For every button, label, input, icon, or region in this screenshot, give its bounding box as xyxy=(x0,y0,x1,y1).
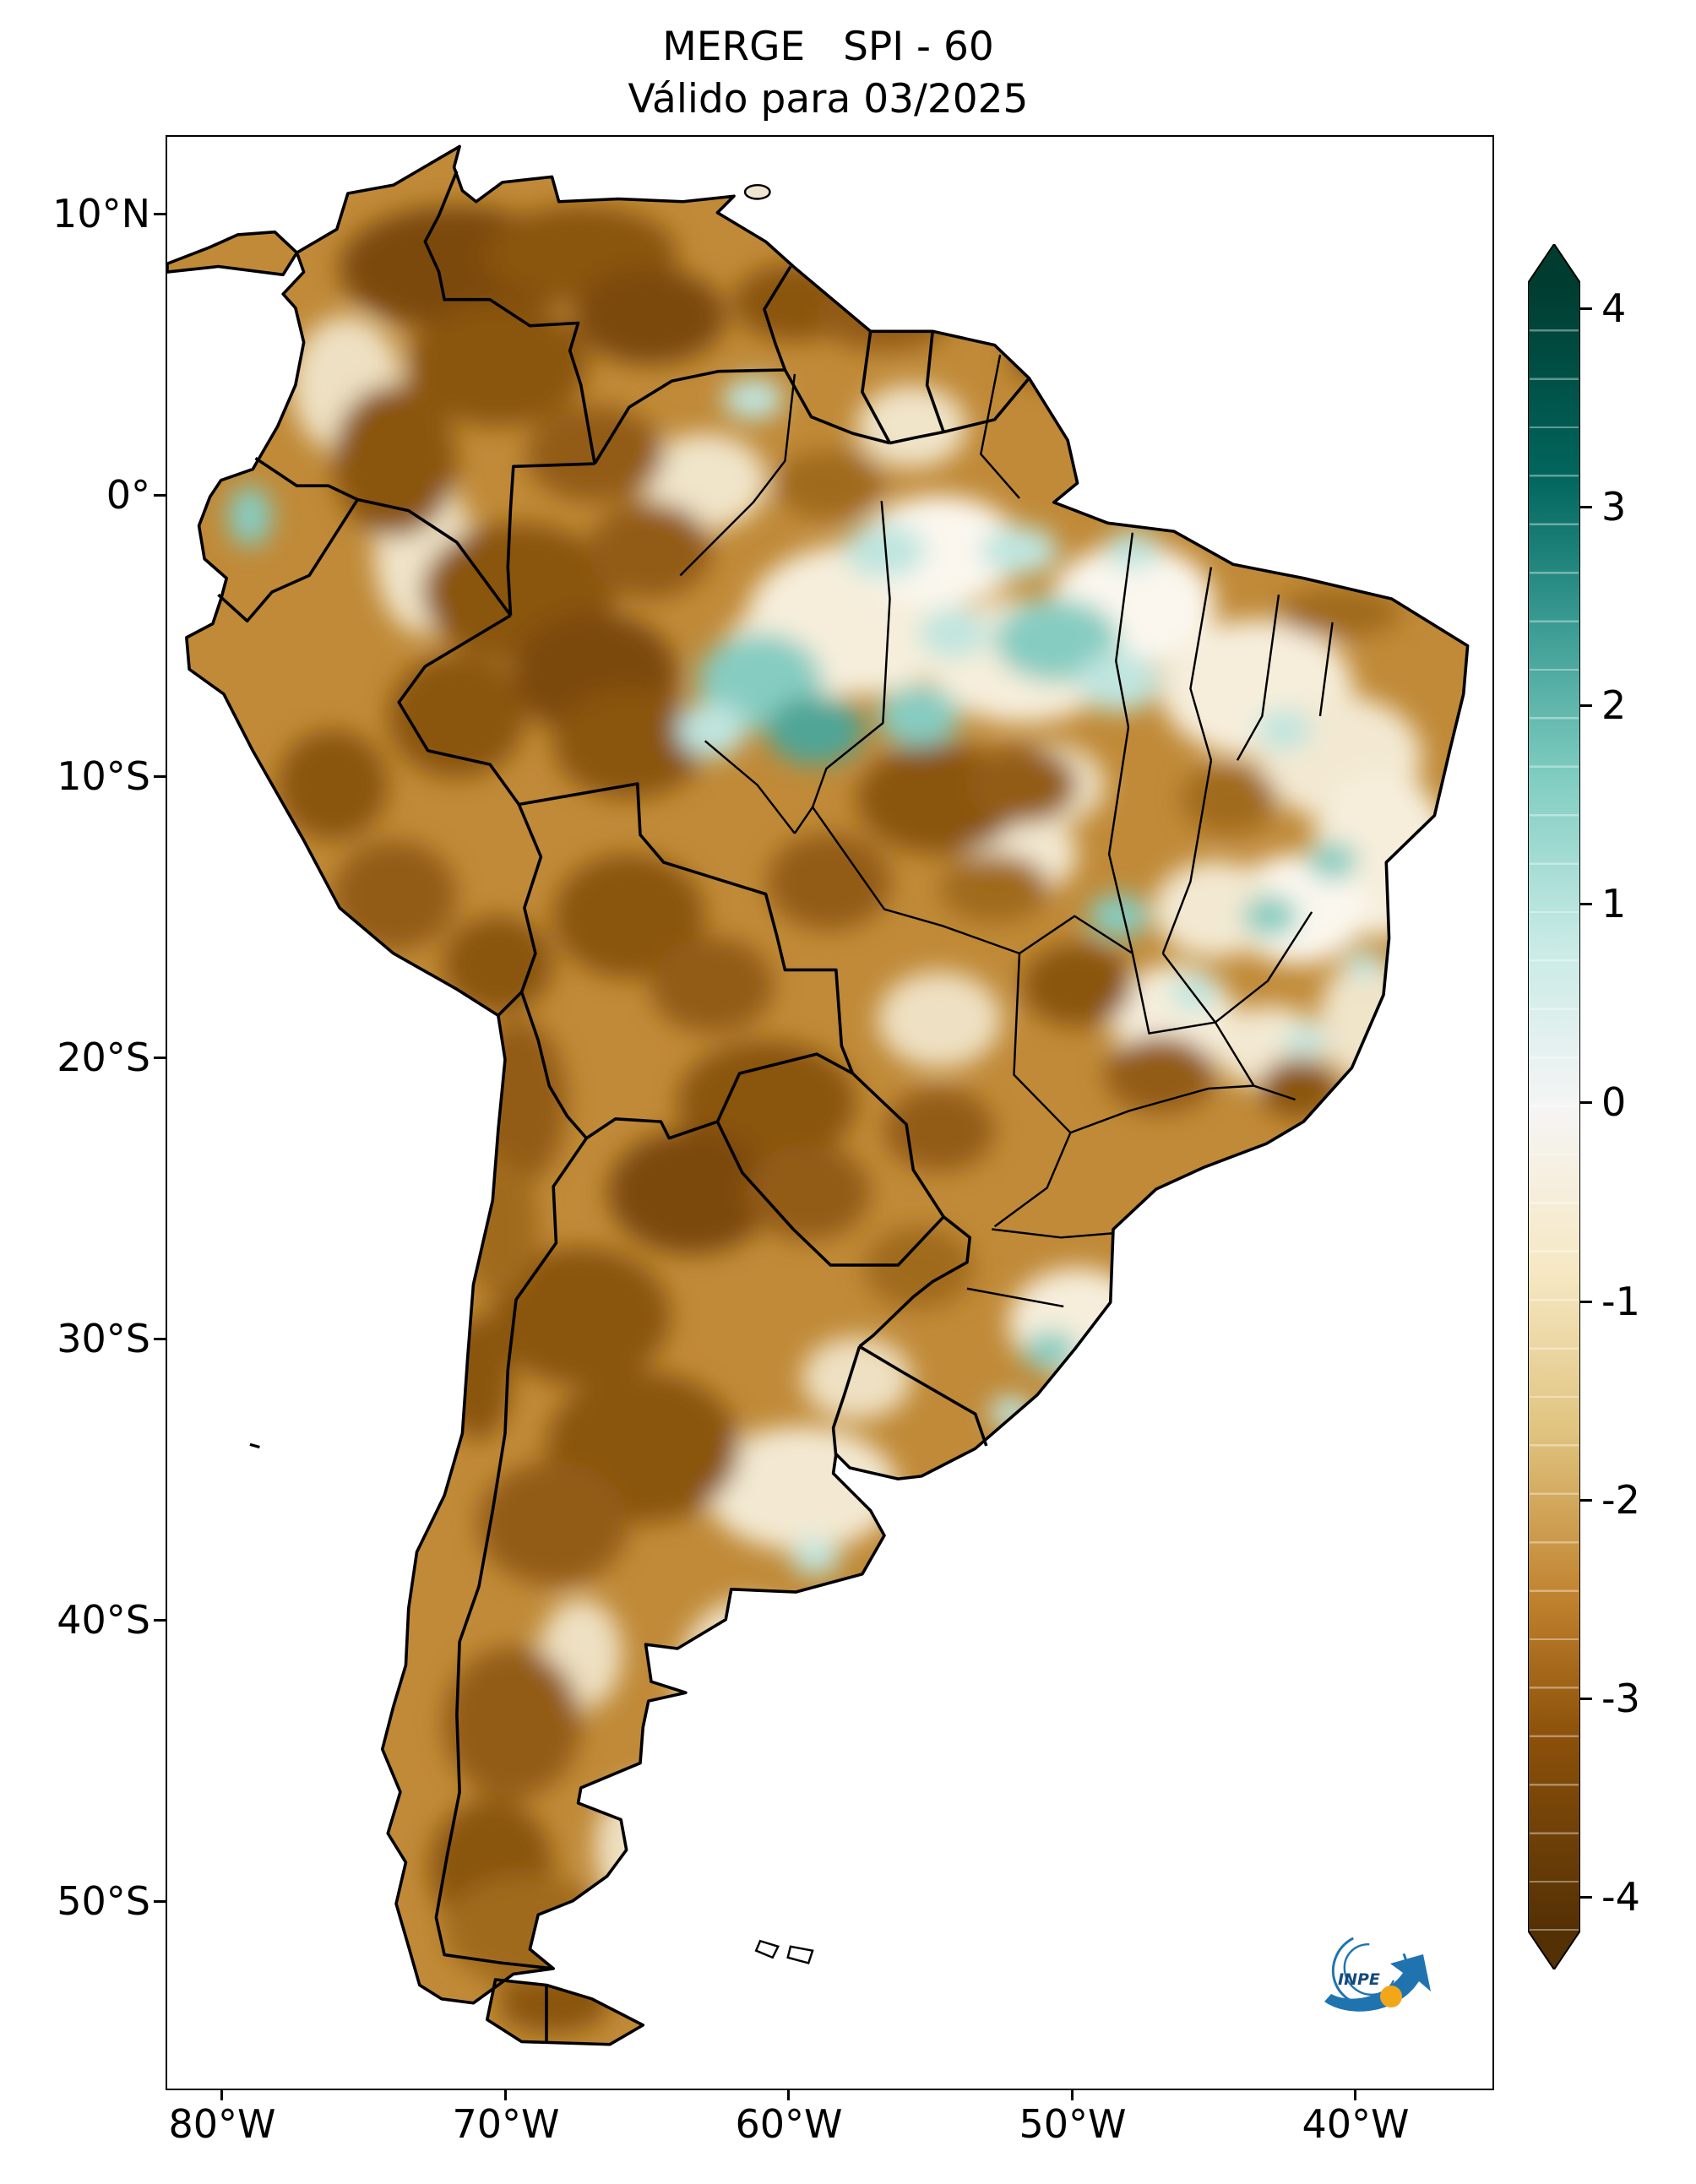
x-axis-tick xyxy=(787,2089,790,2100)
chart-title: MERGE SPI - 60 xyxy=(662,24,994,70)
colorbar-tick xyxy=(1580,1101,1592,1104)
south-america-map xyxy=(167,144,1470,2046)
colorbar-tick-label: -2 xyxy=(1601,1477,1640,1523)
inpe-logo: INPE xyxy=(1324,1932,1431,2012)
x-axis-tick-label: 60°W xyxy=(735,2101,843,2147)
x-axis-tick xyxy=(1071,2089,1074,2100)
y-axis-tick xyxy=(154,1056,166,1059)
coastline xyxy=(167,144,1470,2046)
colorbar-tick xyxy=(1580,506,1592,508)
y-axis-tick-label: 10°S xyxy=(57,753,150,799)
colorbar-tick xyxy=(1580,307,1592,310)
y-axis-tick-label: 0° xyxy=(106,472,150,518)
y-axis-tick-label: 20°S xyxy=(57,1035,150,1080)
colorbar xyxy=(1528,244,1580,1969)
colorbar-tick-label: 3 xyxy=(1601,484,1627,530)
y-axis-tick-label: 40°S xyxy=(57,1597,150,1643)
colorbar-tick-label: 1 xyxy=(1601,881,1627,926)
x-axis-tick-label: 40°W xyxy=(1302,2101,1410,2147)
inpe-logo-text: INPE xyxy=(1338,1970,1380,1989)
y-axis-tick xyxy=(154,493,166,497)
y-axis-tick xyxy=(154,212,166,215)
x-axis-tick xyxy=(220,2089,223,2100)
spi-raster xyxy=(167,146,1468,2045)
y-axis-tick xyxy=(154,1337,166,1340)
y-axis-tick xyxy=(154,1899,166,1903)
y-axis-tick-label: 10°N xyxy=(52,191,150,236)
chart-subtitle: Válido para 03/2025 xyxy=(628,76,1029,122)
colorbar-tick xyxy=(1580,1896,1592,1899)
y-axis-tick xyxy=(154,774,166,778)
map-frame: INPE xyxy=(166,135,1494,2090)
x-axis-tick-label: 50°W xyxy=(1019,2101,1127,2147)
colorbar-tick-label: 0 xyxy=(1601,1079,1627,1125)
colorbar-tick xyxy=(1580,1499,1592,1502)
colorbar-tick xyxy=(1580,704,1592,707)
x-axis-tick xyxy=(504,2089,507,2100)
y-axis-tick-label: 50°S xyxy=(57,1878,150,1924)
y-axis-tick-label: 30°S xyxy=(57,1316,150,1361)
colorbar-tick-label: 2 xyxy=(1601,682,1627,728)
x-axis-tick-label: 80°W xyxy=(168,2101,276,2147)
colorbar-tick-label: 4 xyxy=(1601,285,1627,331)
inpe-arrow xyxy=(1324,1954,1431,2012)
colorbar-gradient xyxy=(1528,244,1580,1969)
colorbar-tick xyxy=(1580,1698,1592,1700)
islands xyxy=(249,183,814,1964)
y-axis-tick xyxy=(154,1618,166,1622)
inpe-orange-dot xyxy=(1380,1986,1402,2007)
colorbar-tick-label: -3 xyxy=(1601,1676,1640,1721)
x-axis-tick-label: 70°W xyxy=(452,2101,560,2147)
colorbar-tick xyxy=(1580,1301,1592,1303)
state-borders xyxy=(679,354,1334,1308)
colorbar-tick-label: -1 xyxy=(1601,1279,1640,1324)
colorbar-tick-label: -4 xyxy=(1601,1874,1640,1920)
colorbar-tick xyxy=(1580,903,1592,905)
x-axis-tick xyxy=(1354,2089,1356,2100)
country-borders xyxy=(217,171,1030,2042)
